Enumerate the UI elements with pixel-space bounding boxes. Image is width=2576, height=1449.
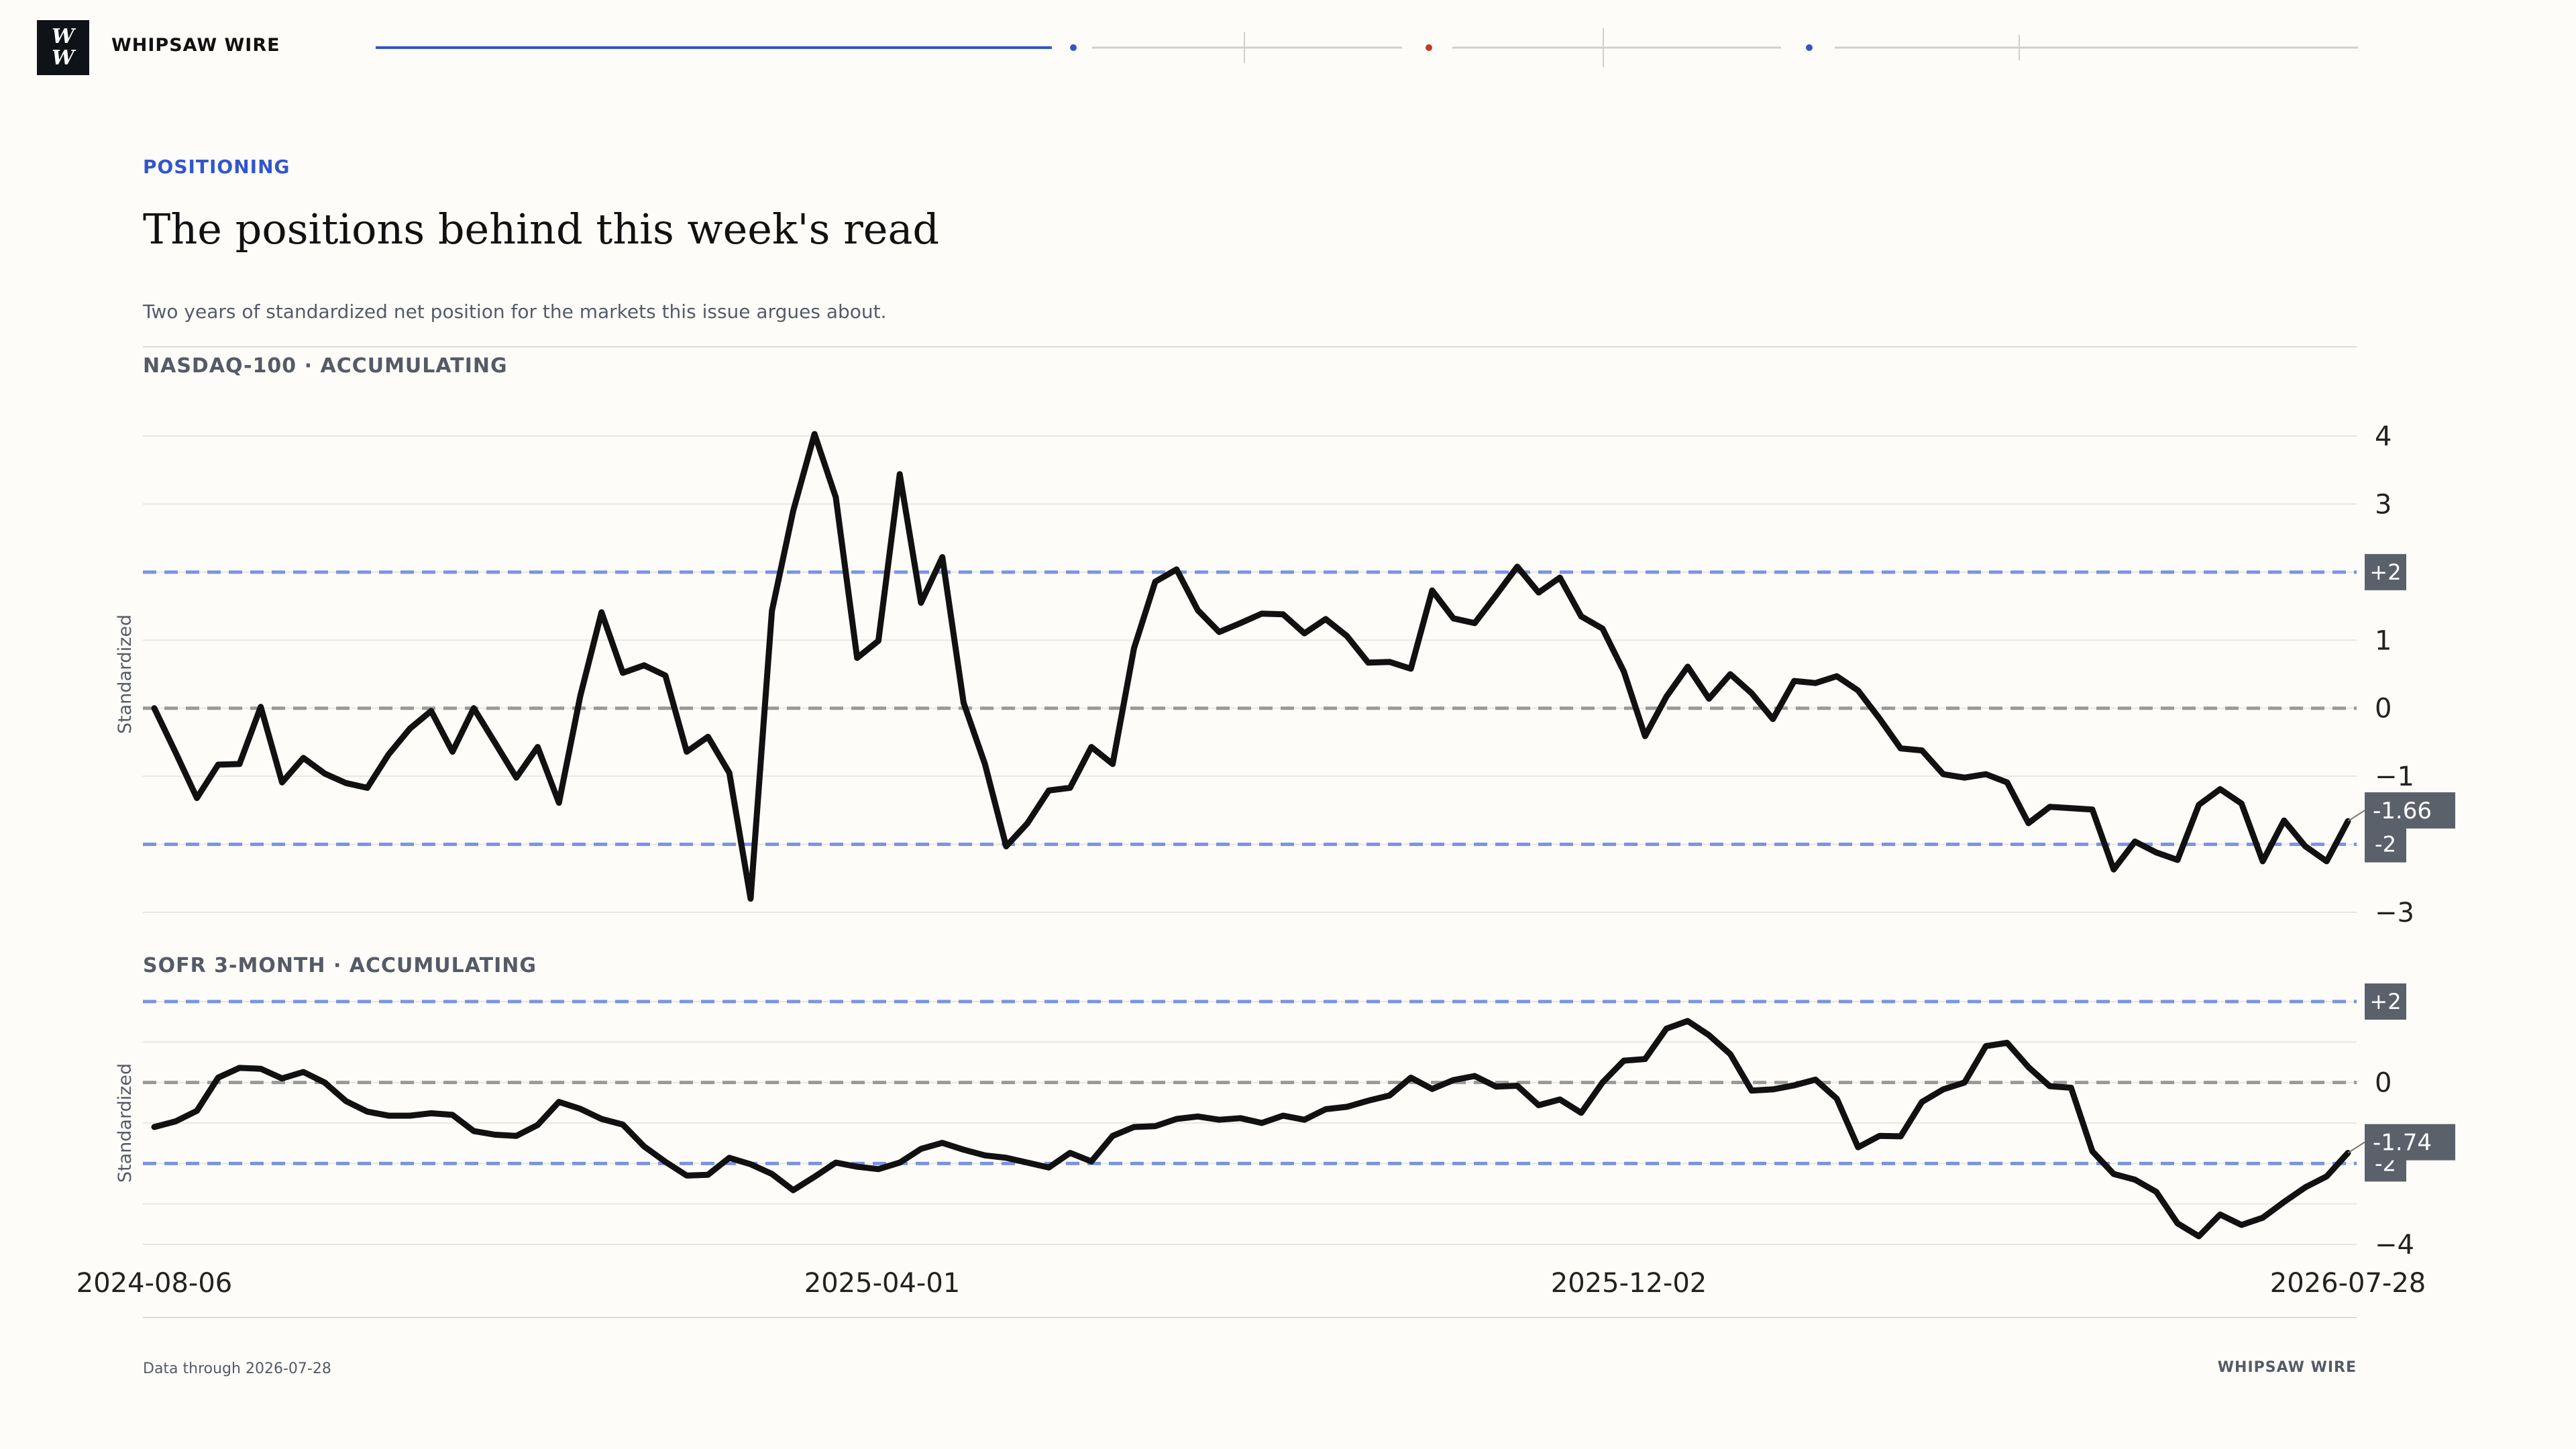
last-value-badge-sofr	[2365, 1124, 2455, 1161]
last-value-label-sofr: -1.74	[2373, 1130, 2432, 1157]
section-kicker[interactable]: POSITIONING	[143, 156, 290, 178]
last-value-leader-sofr	[2347, 1141, 2365, 1154]
y-tick-label-sofr: −4	[2375, 1230, 2414, 1260]
page-subtitle: Two years of standardized net position f…	[143, 301, 887, 323]
x-tick-label: 2025-12-02	[1551, 1268, 1707, 1299]
footer-brand[interactable]: WHIPSAW WIRE	[2217, 1359, 2357, 1376]
logo-letter-top: W	[52, 25, 74, 48]
y-tick-label-nasdaq: −1	[2375, 761, 2414, 792]
top-bar: W W WHIPSAW WIRE	[0, 0, 2576, 94]
reference-badge-nasdaq-2	[2365, 826, 2406, 863]
series-line-sofr	[151, 1018, 2351, 1240]
footer-note: Data through 2026-07-28	[143, 1360, 331, 1377]
panel-title-sofr: SOFR 3-MONTH · ACCUMULATING	[143, 954, 537, 977]
progress-marker	[1070, 44, 1077, 51]
x-tick-label: 2026-07-28	[2270, 1268, 2426, 1299]
y-tick-label-nasdaq: −3	[2375, 898, 2414, 928]
brand-name[interactable]: WHIPSAW WIRE	[111, 35, 280, 56]
brand-logo[interactable]: W W	[37, 20, 89, 75]
page-title: The positions behind this week's read	[143, 205, 940, 254]
footer-divider	[143, 1317, 2357, 1318]
y-tick-label-nasdaq: 4	[2375, 421, 2392, 452]
last-value-leader-nasdaq	[2347, 810, 2365, 822]
series-line-nasdaq	[151, 431, 2351, 902]
reading-progress	[376, 28, 2358, 67]
header-divider	[143, 346, 2357, 347]
reference-badge-sofr-0	[2365, 983, 2406, 1020]
last-value-label-nasdaq: -1.66	[2373, 798, 2432, 824]
panel-title-nasdaq: NASDAQ-100 · ACCUMULATING	[143, 354, 508, 378]
y-axis-label-sofr: Standardized	[115, 1063, 136, 1183]
reference-badge-nasdaq-0	[2365, 553, 2406, 590]
x-tick-label: 2025-04-01	[804, 1268, 960, 1299]
reference-label-sofr-0: +2	[2369, 989, 2401, 1014]
section-marker-alert	[1426, 44, 1432, 51]
y-tick-label-nasdaq: 0	[2375, 694, 2392, 724]
reference-label-nasdaq-0: +2	[2369, 559, 2401, 585]
x-tick-label: 2024-08-06	[76, 1268, 232, 1299]
last-value-badge-nasdaq	[2365, 792, 2455, 829]
reference-label-nasdaq-2: -2	[2375, 832, 2396, 857]
section-marker	[1806, 44, 1813, 51]
y-axis-label-nasdaq: Standardized	[115, 614, 136, 734]
y-tick-label-nasdaq: 1	[2375, 625, 2392, 656]
y-tick-label-sofr: 0	[2375, 1068, 2392, 1099]
logo-letter-bottom: W	[52, 46, 74, 70]
y-tick-label-nasdaq: 3	[2375, 489, 2392, 520]
